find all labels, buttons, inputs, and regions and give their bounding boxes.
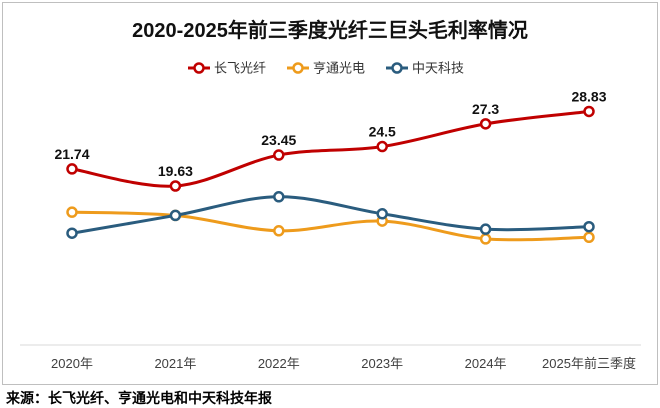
legend-marker [193, 62, 205, 74]
legend: 长飞光纤 亨通光电 中天科技 [188, 61, 464, 76]
plot-area: 21.74 19.63 23.45 24.5 27.3 28.83 [54, 88, 607, 245]
data-point [583, 220, 595, 233]
series [66, 191, 595, 239]
data-point [376, 208, 388, 220]
legend-marker [391, 62, 403, 74]
x-tick-label: 2025年前三季度 [542, 356, 636, 371]
x-tick-label: 2020年 [51, 356, 93, 371]
legend-label: 长飞光纤 [214, 61, 266, 76]
legend-item: 长飞光纤 [188, 61, 266, 76]
series [66, 206, 595, 245]
data-point [479, 233, 492, 245]
data-point [376, 140, 388, 153]
data-point [169, 209, 182, 222]
legend-item: 亨通光电 [287, 61, 365, 76]
data-point [583, 231, 595, 244]
data-point [479, 223, 492, 235]
data-point [479, 118, 492, 130]
series: 21.74 19.63 23.45 24.5 27.3 28.83 [54, 88, 607, 192]
data-label: 24.5 [369, 124, 396, 140]
data-point [583, 105, 595, 118]
data-label: 21.74 [54, 146, 89, 162]
x-tick-label: 2021年 [154, 356, 196, 371]
legend-label: 亨通光电 [313, 61, 365, 76]
series-line [70, 195, 591, 235]
data-point [66, 227, 78, 239]
data-point [273, 149, 285, 161]
series-line [70, 210, 591, 242]
data-label: 28.83 [571, 88, 606, 104]
data-point [273, 225, 285, 237]
data-point [169, 180, 182, 192]
data-label: 23.45 [261, 132, 296, 148]
chart-frame [2, 2, 658, 385]
series-line [70, 109, 591, 188]
data-label: 27.3 [472, 101, 499, 117]
x-tick-label: 2024年 [465, 356, 507, 371]
x-tick-label: 2023年 [361, 356, 403, 371]
data-point [273, 191, 285, 203]
legend-item: 中天科技 [386, 61, 464, 76]
data-label: 19.63 [158, 163, 193, 179]
x-tick-label: 2022年 [258, 356, 300, 371]
legend-marker [292, 62, 304, 74]
source-note: 来源：长飞光纤、亨通光电和中天科技年报 [5, 390, 272, 406]
data-point [66, 163, 78, 175]
chart-title: 2020-2025年前三季度光纤三巨头毛利率情况 [132, 18, 528, 42]
x-axis-labels: 2020年 2021年 2022年 2023年 2024年 2025年前三季度 [51, 356, 636, 371]
data-point [66, 206, 78, 218]
legend-label: 中天科技 [412, 61, 464, 76]
